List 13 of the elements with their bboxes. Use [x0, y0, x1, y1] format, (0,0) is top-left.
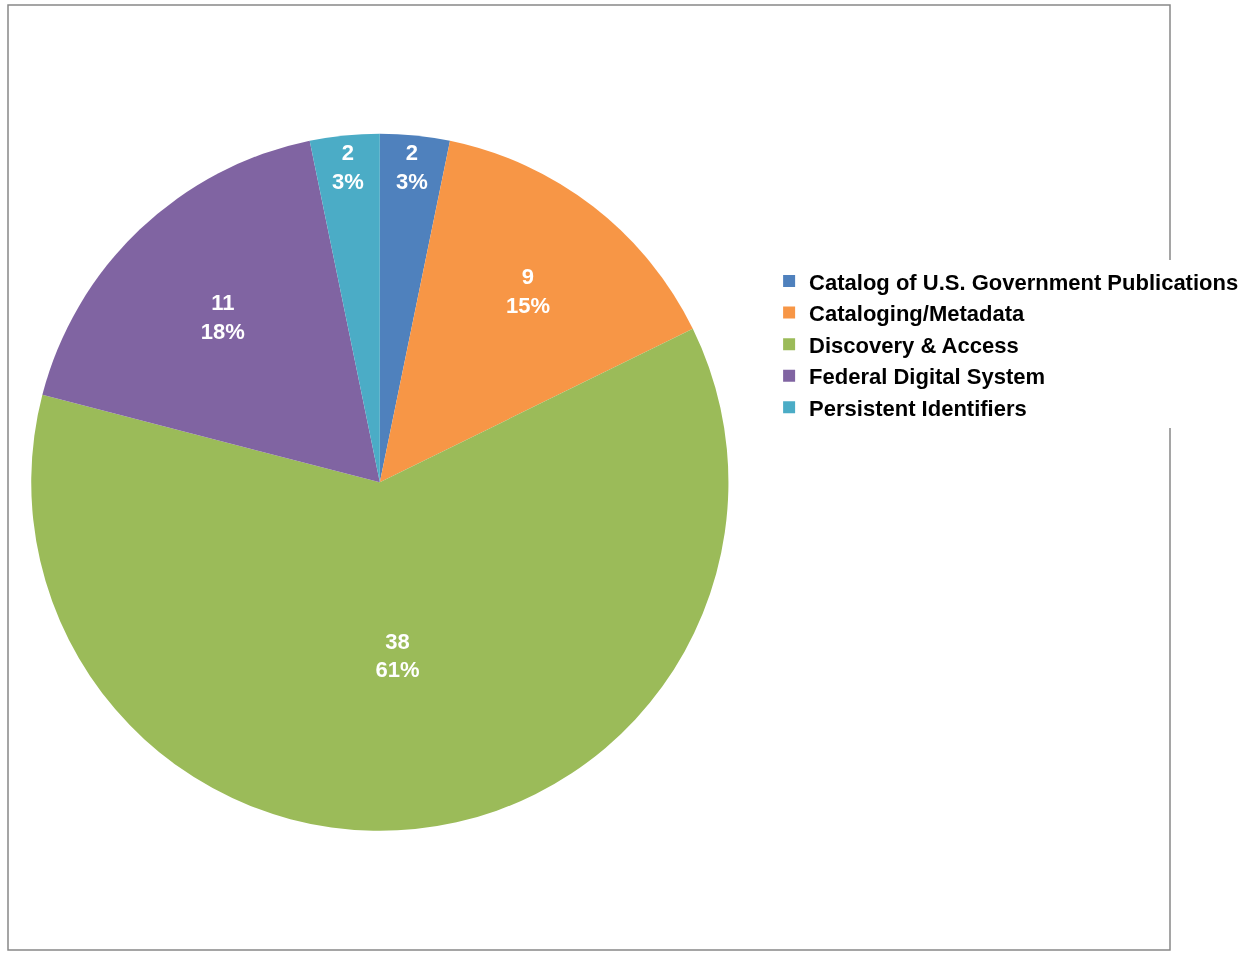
legend-label: Persistent Identifiers	[809, 395, 1027, 421]
pie-slice	[309, 133, 380, 483]
data-label: 2 3%	[331, 140, 364, 195]
legend-label: Catalog of U.S. Government Publications	[809, 269, 1239, 295]
legend-label: Discovery & Access	[809, 332, 1019, 358]
legend-label: Federal Digital System	[809, 364, 1046, 390]
legend-label: Cataloging/Metadata	[809, 301, 1026, 327]
data-label: 2 3%	[395, 140, 428, 195]
pie-slice	[379, 140, 693, 483]
data-label: 9 15%	[505, 264, 550, 318]
pie-slice	[42, 140, 380, 483]
data-label: 11 18%	[200, 290, 245, 344]
data-label: 38 61%	[375, 628, 420, 683]
